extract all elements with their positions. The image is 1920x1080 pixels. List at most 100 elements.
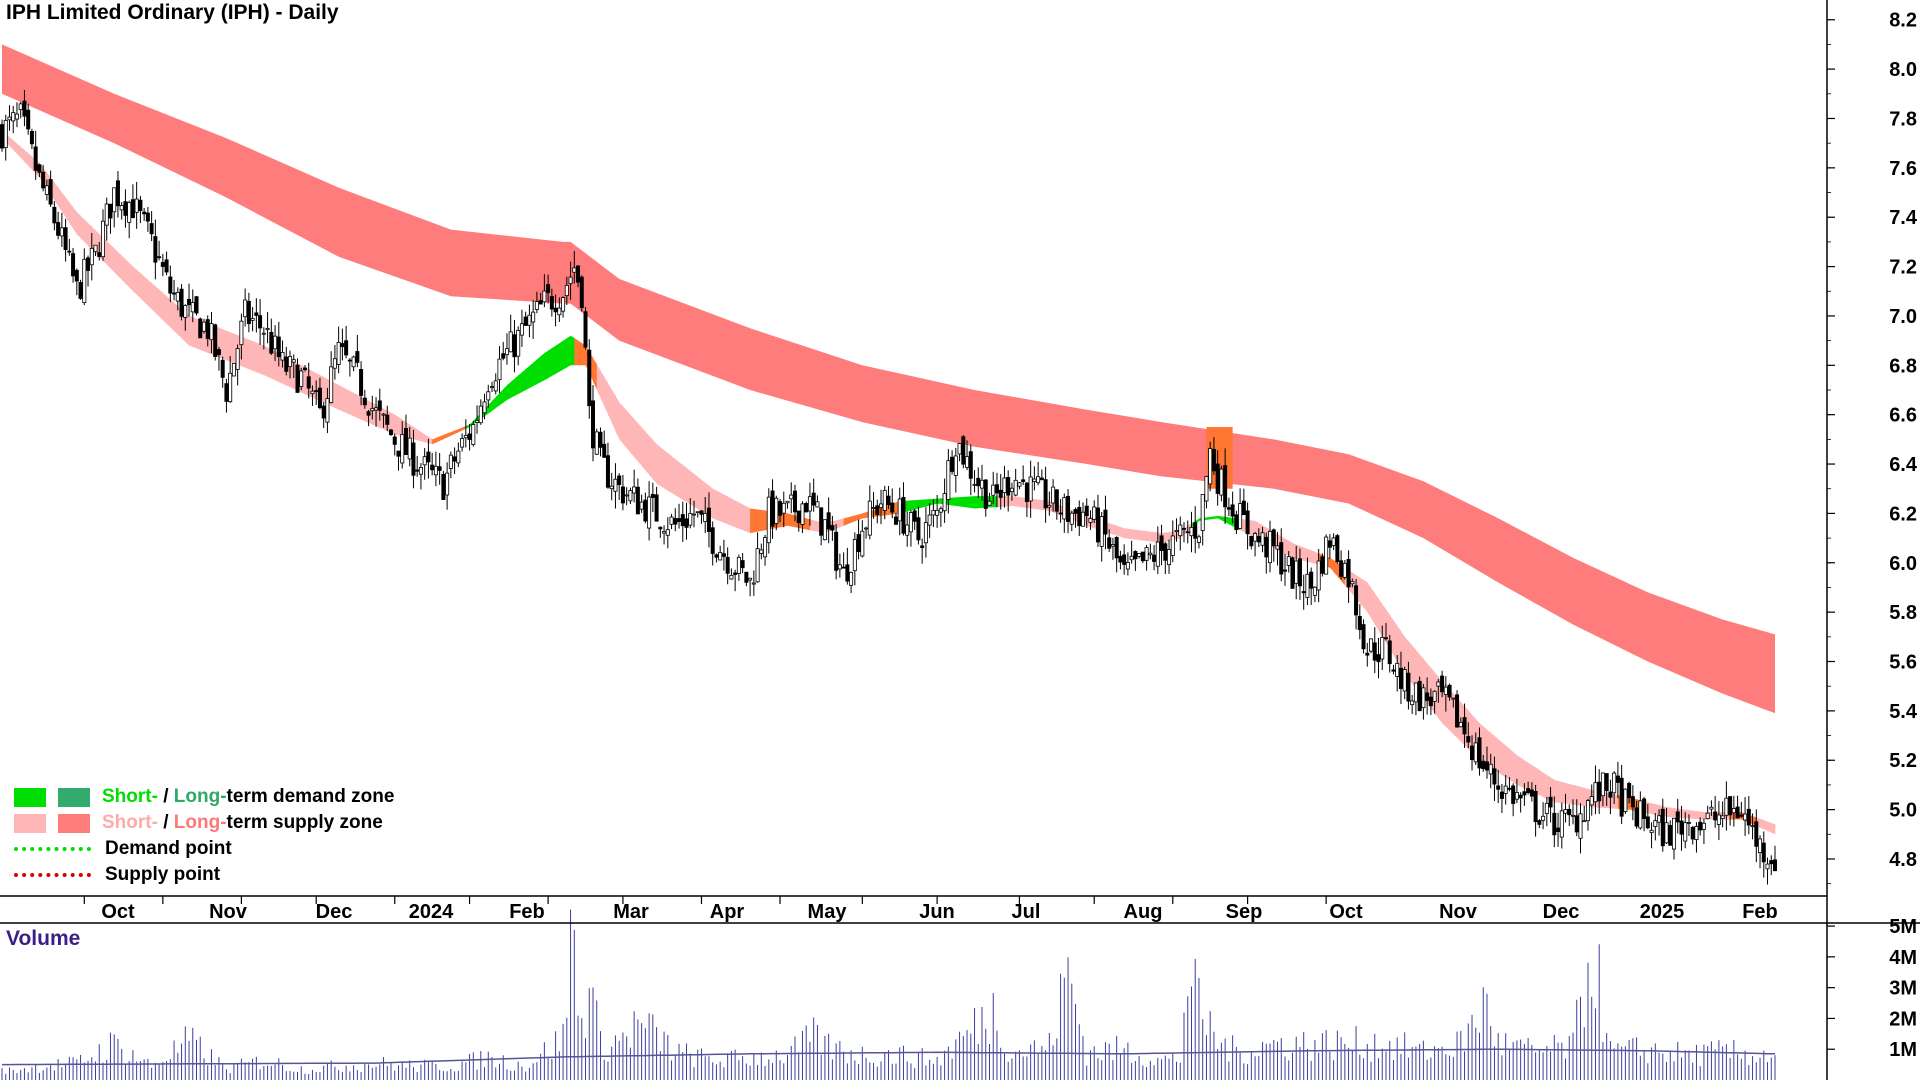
candle-body — [1619, 777, 1624, 817]
price-tick-label: 5.2 — [1889, 750, 1917, 772]
candle-body — [561, 297, 566, 312]
candle-body — [1462, 717, 1467, 735]
short-term-zone-segment — [1763, 820, 1768, 832]
candle-body — [718, 552, 723, 561]
candle-body — [1630, 796, 1635, 808]
candle-body — [617, 475, 622, 486]
short-term-zone-segment — [447, 431, 452, 438]
candle-body — [1069, 512, 1074, 525]
price-tick-label: 5.8 — [1889, 602, 1917, 624]
candle-body — [389, 429, 394, 436]
candle-body — [830, 525, 835, 531]
candle-body — [1391, 669, 1396, 672]
candle-body — [751, 582, 756, 585]
candle-body — [501, 353, 506, 359]
candle-body — [1672, 817, 1677, 850]
candle-body — [1533, 790, 1538, 823]
candle-body — [1077, 507, 1082, 527]
candle-body — [1297, 558, 1302, 587]
short-term-zone-segment — [1700, 811, 1705, 820]
candle-body — [632, 486, 637, 494]
candle-body — [183, 305, 188, 318]
time-tick-label: Oct — [1329, 901, 1363, 923]
candle-body — [366, 411, 371, 416]
candle-body — [1387, 640, 1392, 665]
short-term-zone-segment — [174, 302, 179, 335]
candle-body — [1739, 814, 1744, 817]
volume-layer — [1, 909, 1776, 1080]
candle-body — [224, 383, 229, 402]
candle-body — [310, 390, 315, 394]
short-term-zone-segment — [162, 292, 167, 324]
candle-body — [1589, 796, 1594, 806]
candle-body — [1312, 586, 1317, 596]
price-tick-label: 5.0 — [1889, 800, 1917, 822]
candle-body — [1271, 529, 1276, 547]
candle-body — [1537, 820, 1542, 825]
candle-body — [1683, 822, 1688, 842]
short-term-zone-segment — [555, 343, 560, 374]
candle-body — [493, 380, 498, 392]
candle-body — [542, 290, 547, 303]
short-term-zone-segment — [439, 434, 444, 441]
candle-body — [1103, 509, 1108, 535]
short-term-zone-segment — [566, 335, 571, 368]
short-term-zone-segment — [1546, 775, 1551, 801]
candle-body — [1331, 537, 1336, 546]
short-term-zone-segment — [1296, 544, 1301, 560]
short-term-zone-segment — [701, 479, 706, 514]
short-term-zone-segment — [1509, 748, 1514, 783]
price-tick-label: 7.8 — [1889, 108, 1917, 130]
candle-body — [164, 259, 169, 273]
candle-body — [886, 495, 891, 506]
short-term-zone-segment — [1154, 532, 1159, 543]
candle-body — [475, 420, 480, 423]
candle-body — [48, 179, 53, 205]
short-term-zone-segment — [1397, 625, 1402, 668]
short-term-zone-segment — [1292, 543, 1297, 559]
candle-body — [1282, 569, 1287, 572]
candle-body — [29, 131, 34, 145]
candle-body — [1211, 448, 1216, 472]
candle-body — [317, 387, 322, 409]
candle-body — [923, 522, 928, 544]
short-term-zone-segment — [1329, 557, 1335, 573]
candle-body — [1260, 532, 1265, 546]
candle-body — [400, 434, 405, 464]
short-term-zone-segment — [1150, 531, 1155, 543]
candle-body — [209, 323, 214, 341]
candle-body — [497, 358, 502, 381]
short-term-zone-segment — [1146, 531, 1151, 542]
short-term-zone-segment — [933, 498, 938, 505]
short-term-zone-segment — [323, 377, 328, 405]
candle-body — [1765, 863, 1770, 870]
candle-body — [920, 545, 925, 548]
candle-body — [1526, 788, 1531, 794]
candle-body — [519, 323, 524, 336]
candle-body — [736, 556, 741, 574]
short-term-zone-segment — [735, 500, 740, 529]
candle-body — [26, 109, 31, 130]
candle-body — [1036, 476, 1041, 484]
candle-body — [1623, 788, 1628, 812]
short-term-zone-segment — [9, 137, 14, 151]
candle-body — [1279, 542, 1284, 575]
short-term-zone-segment — [1692, 810, 1697, 819]
candle-body — [344, 340, 349, 356]
candle-body — [852, 539, 857, 572]
short-term-zone-segment — [910, 500, 916, 511]
candle-body — [706, 507, 711, 532]
short-term-zone-segment — [394, 414, 399, 436]
candle-body — [228, 372, 233, 403]
candle-body — [785, 500, 790, 504]
candle-body — [699, 510, 704, 515]
time-tick-label: May — [808, 901, 848, 923]
volume-tick-label: 2M — [1889, 1008, 1917, 1030]
time-tick-label: Jun — [919, 901, 955, 923]
short-term-zone-segment — [1771, 823, 1776, 835]
candle-body — [800, 503, 805, 525]
candle-body — [1204, 476, 1209, 502]
candle-body — [1159, 535, 1164, 551]
short-term-zone-segment — [1404, 636, 1409, 679]
